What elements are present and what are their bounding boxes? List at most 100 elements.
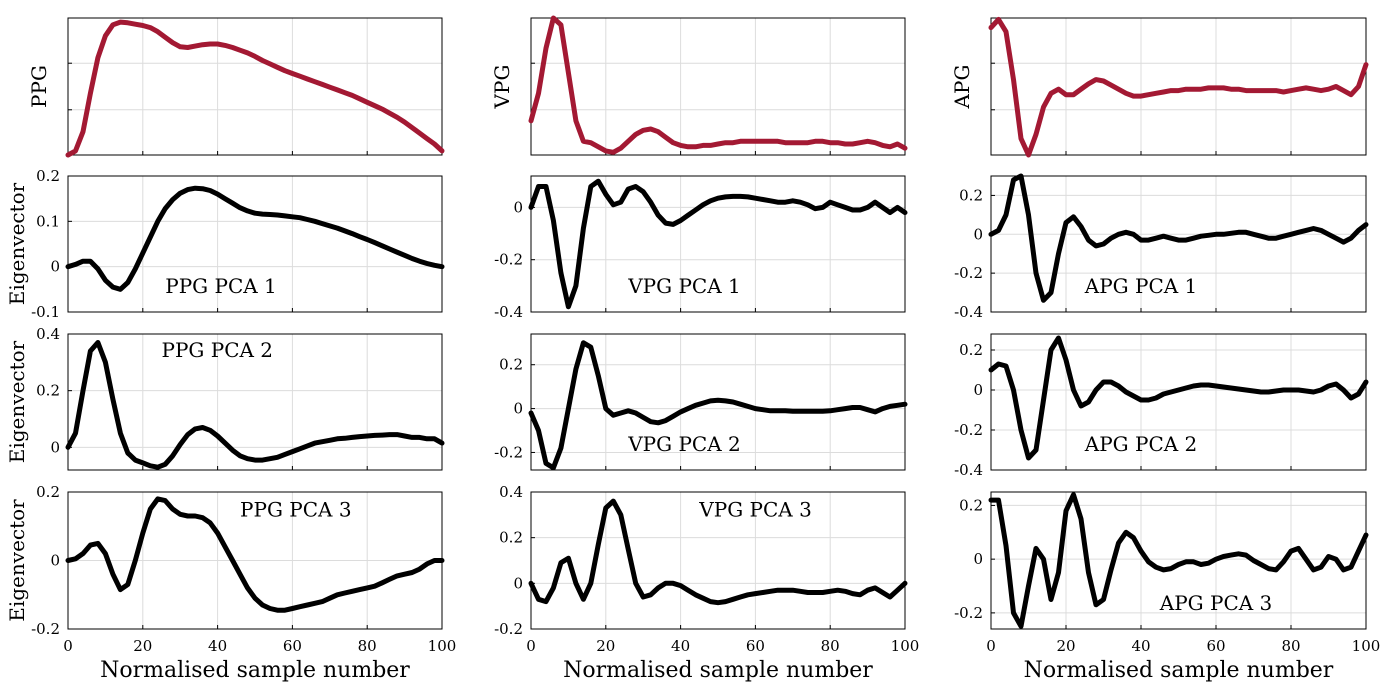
x-tick-label: 60 — [1206, 637, 1225, 655]
panel-annotation: APG PCA 1 — [1084, 274, 1198, 298]
panel-annotation: APG PCA 3 — [1159, 591, 1273, 615]
y-tick-label: 0.2 — [959, 186, 983, 204]
panel-4: -0.1 0 0.1 0.2 Eigenvector PPG PCA 1 — [5, 167, 445, 321]
x-tick-label: 0 — [986, 637, 996, 655]
y-axis-label: VPG — [490, 65, 514, 110]
y-tick-label: -0.1 — [31, 303, 60, 321]
series-line — [65, 340, 445, 470]
y-tick-label: 0.2 — [959, 341, 983, 359]
y-tick-label: 0 — [973, 550, 983, 568]
y-tick-label: -0.2 — [954, 604, 983, 622]
panel-annotation: VPG PCA 1 — [627, 274, 741, 298]
y-tick-label: -0.4 — [494, 303, 523, 321]
y-tick-label: 0 — [50, 552, 60, 570]
x-tick-label: 80 — [1281, 637, 1300, 655]
x-tick-label: 100 — [891, 637, 920, 655]
y-tick-label: -0.2 — [494, 443, 523, 461]
y-tick-label: 0 — [513, 198, 523, 216]
axes-frame — [67, 333, 443, 471]
x-tick-label: 60 — [283, 637, 302, 655]
x-tick-label: 20 — [133, 637, 152, 655]
y-axis-label: PPG — [27, 65, 51, 108]
axes-frame — [67, 175, 443, 313]
x-tick-label: 40 — [208, 637, 227, 655]
y-tick-label: -0.4 — [954, 461, 983, 479]
x-tick-label: 40 — [1131, 637, 1150, 655]
y-tick-label: 0.4 — [36, 325, 60, 343]
axes-frame — [530, 175, 906, 313]
series-line — [528, 498, 908, 606]
y-tick-label: -0.2 — [954, 421, 983, 439]
series-line — [988, 335, 1369, 461]
y-tick-label: -0.2 — [494, 620, 523, 638]
axes-frame — [990, 175, 1367, 313]
y-tick-label: 0.2 — [959, 496, 983, 514]
y-tick-label: 0.4 — [499, 483, 523, 501]
x-tick-label: 80 — [358, 637, 377, 655]
panel-6: -0.4 -0.2 0 0.2 APG PCA 1 — [954, 173, 1369, 321]
y-axis-label: Eigenvector — [5, 182, 29, 305]
axes-frame — [990, 491, 1367, 630]
series-line — [528, 15, 908, 155]
y-tick-label: 0 — [513, 574, 523, 592]
y-tick-label: -0.2 — [494, 251, 523, 269]
panel-7: 0 0.2 0.4 Eigenvector PPG PCA 2 — [5, 325, 445, 471]
axes-frame — [67, 17, 443, 156]
x-tick-label: 0 — [526, 637, 536, 655]
x-axis-label: Normalised sample number — [100, 658, 410, 683]
y-tick-label: 0.2 — [499, 356, 523, 374]
y-tick-label: 0 — [973, 225, 983, 243]
y-axis-label: Eigenvector — [5, 499, 29, 622]
axes-frame — [530, 17, 906, 156]
y-tick-label: -0.4 — [954, 303, 983, 321]
panel-annotation: VPG PCA 3 — [698, 498, 812, 522]
x-tick-label: 100 — [1352, 637, 1381, 655]
panel-1: PPG — [27, 17, 445, 158]
panel-9: -0.4 -0.2 0 0.2 APG PCA 2 — [954, 333, 1369, 479]
y-tick-label: 0.2 — [36, 167, 60, 185]
y-tick-label: 0 — [973, 381, 983, 399]
x-tick-label: 40 — [671, 637, 690, 655]
series-line — [988, 16, 1369, 158]
y-tick-label: -0.2 — [954, 264, 983, 282]
axes-frame — [990, 333, 1367, 471]
y-tick-label: 0 — [50, 438, 60, 456]
x-tick-label: 60 — [746, 637, 765, 655]
axes-frame — [530, 491, 906, 630]
y-tick-label: -0.2 — [31, 620, 60, 638]
series-line — [988, 492, 1369, 629]
y-tick-label: 0.2 — [499, 529, 523, 547]
x-axis-label: Normalised sample number — [563, 658, 873, 683]
y-tick-label: 0 — [50, 258, 60, 276]
panel-8: -0.2 0 0.2 VPG PCA 2 — [494, 333, 908, 471]
x-tick-label: 100 — [428, 637, 457, 655]
y-tick-label: 0 — [513, 400, 523, 418]
y-tick-label: 0.2 — [36, 483, 60, 501]
y-axis-label: APG — [950, 65, 974, 110]
axes-frame — [990, 17, 1367, 156]
x-tick-label: 0 — [63, 637, 73, 655]
panel-annotation: PPG PCA 1 — [165, 274, 277, 298]
x-axis-label: Normalised sample number — [1024, 658, 1334, 683]
panel-annotation: PPG PCA 3 — [240, 498, 352, 522]
x-tick-label: 20 — [596, 637, 615, 655]
series-line — [988, 173, 1369, 303]
y-tick-label: 0.2 — [36, 382, 60, 400]
panel-2: VPG — [490, 15, 908, 156]
panel-3: APG — [950, 16, 1369, 158]
series-line — [65, 19, 445, 158]
panel-5: -0.4 -0.2 0 VPG PCA 1 — [494, 175, 908, 321]
series-line — [65, 496, 445, 613]
panel-annotation: VPG PCA 2 — [627, 432, 741, 456]
y-axis-label: Eigenvector — [5, 340, 29, 463]
x-tick-label: 80 — [821, 637, 840, 655]
panel-annotation: APG PCA 2 — [1084, 432, 1198, 456]
x-tick-label: 20 — [1056, 637, 1075, 655]
y-tick-label: 0.1 — [36, 212, 60, 230]
panel-annotation: PPG PCA 2 — [162, 338, 274, 362]
series-line — [528, 340, 908, 471]
